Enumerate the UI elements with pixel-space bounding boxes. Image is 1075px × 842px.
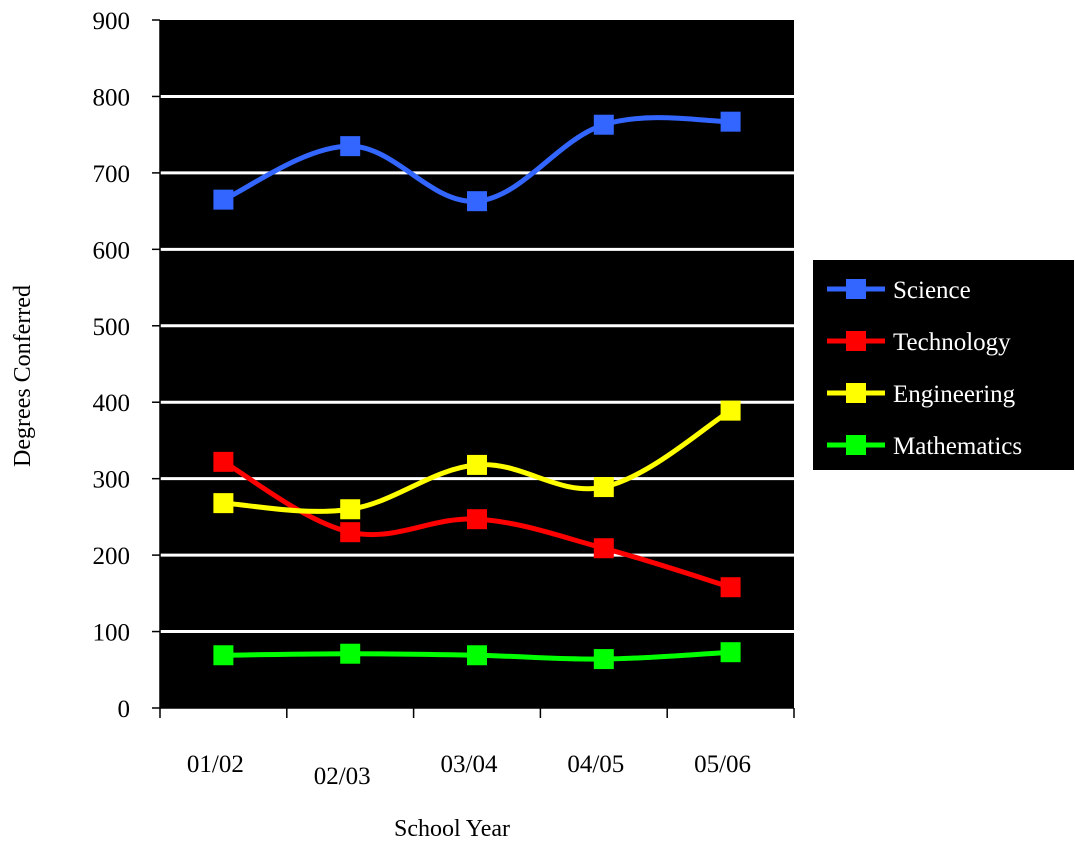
data-point-marker xyxy=(720,642,741,663)
series-mathematics xyxy=(213,642,741,670)
y-tick-label: 300 xyxy=(93,467,131,494)
legend-marker xyxy=(846,383,866,403)
series-layer xyxy=(213,111,741,670)
data-point-marker xyxy=(340,499,361,520)
series-engineering xyxy=(213,400,741,520)
data-point-marker xyxy=(340,643,361,664)
y-tick-label: 600 xyxy=(93,237,131,264)
data-point-marker xyxy=(467,509,487,530)
x-tick-label: 01/02 xyxy=(187,751,244,778)
legend-label: Engineering xyxy=(893,381,1016,408)
x-tick-label: 05/06 xyxy=(694,751,751,778)
gridlines xyxy=(160,94,794,634)
data-point-marker xyxy=(593,477,614,498)
x-tick-label: 02/03 xyxy=(314,763,371,790)
legend-label: Science xyxy=(893,277,971,304)
x-tick-label: 03/04 xyxy=(441,751,498,778)
data-point-marker xyxy=(213,451,234,472)
data-point-marker xyxy=(340,522,361,543)
data-point-marker xyxy=(340,136,361,157)
data-point-marker xyxy=(213,645,234,666)
legend-label: Mathematics xyxy=(893,433,1022,460)
legend-marker xyxy=(846,331,866,351)
y-tick-label: 900 xyxy=(93,8,131,35)
axes xyxy=(152,19,795,718)
data-point-marker xyxy=(593,538,614,559)
x-axis-title: School Year xyxy=(394,816,510,842)
x-tick-label: 04/05 xyxy=(567,751,624,778)
y-tick-labels: 0 100 200 300 400 500 600 700 800 900 xyxy=(93,8,131,723)
legend-label: Technology xyxy=(893,329,1011,356)
data-point-marker xyxy=(467,191,487,212)
data-point-marker xyxy=(720,111,741,132)
data-point-marker xyxy=(593,649,614,670)
data-point-marker xyxy=(467,645,487,666)
data-point-marker xyxy=(467,454,487,475)
legend: Science Technology Engineering Mathematics xyxy=(813,260,1074,470)
data-point-marker xyxy=(213,189,234,210)
x-tick-labels: 01/02 02/03 03/04 04/05 05/06 xyxy=(187,751,751,790)
data-point-marker xyxy=(593,114,614,135)
series-science xyxy=(213,111,741,212)
data-point-marker xyxy=(720,400,741,421)
data-point-marker xyxy=(213,493,234,514)
y-tick-label: 400 xyxy=(93,390,131,417)
y-tick-label: 100 xyxy=(93,620,131,647)
y-tick-label: 700 xyxy=(93,161,131,188)
data-point-marker xyxy=(720,577,741,598)
y-tick-label: 500 xyxy=(93,314,131,341)
y-tick-label: 200 xyxy=(93,543,131,570)
legend-marker xyxy=(846,279,866,299)
legend-marker xyxy=(846,435,866,455)
y-axis-title: Degrees Conferred xyxy=(10,285,36,467)
y-tick-label: 800 xyxy=(93,84,131,111)
y-tick-label: 0 xyxy=(118,696,131,723)
plot-area-background xyxy=(160,20,794,708)
